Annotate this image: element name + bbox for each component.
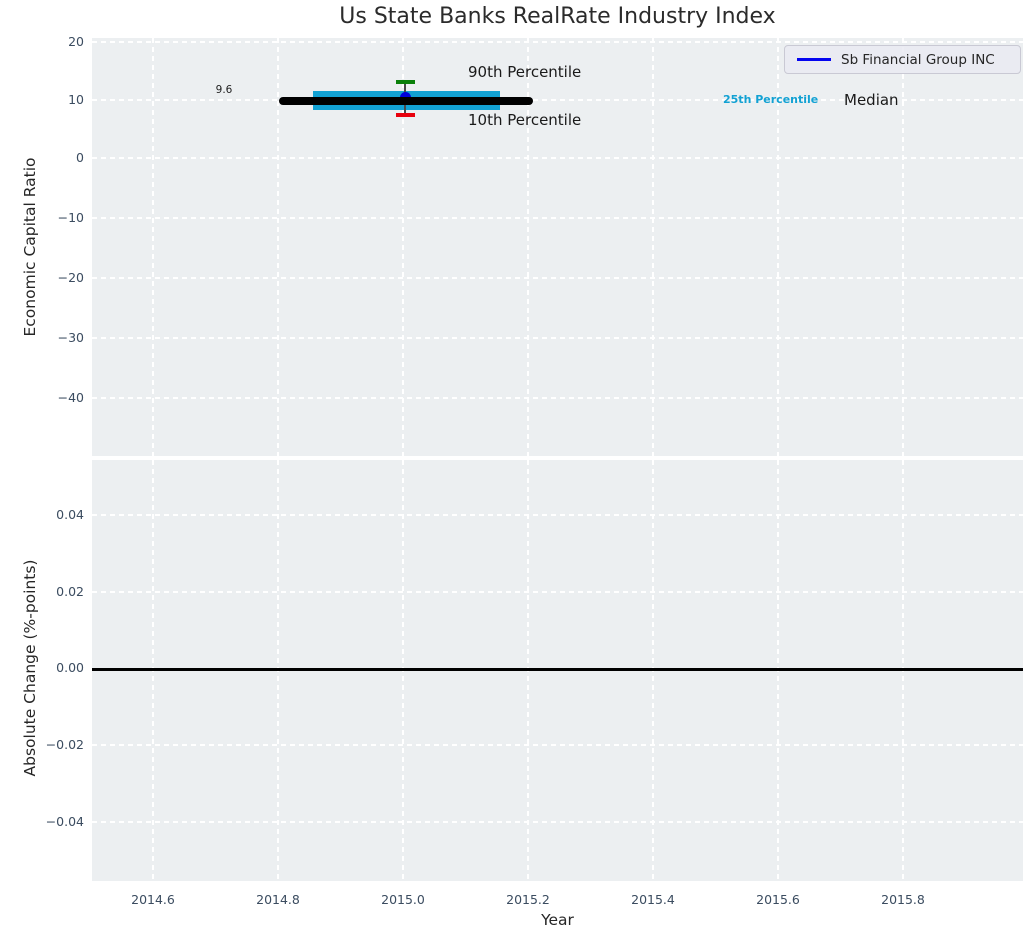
- gridline-v: [652, 38, 654, 456]
- y-tick-label: 10: [68, 92, 84, 107]
- y-tick-label: −0.02: [45, 737, 84, 752]
- gridline-v: [902, 460, 904, 881]
- x-tick-label: 2014.8: [256, 892, 300, 907]
- gridline-h: [92, 744, 1023, 746]
- gridline-v: [402, 460, 404, 881]
- gridline-h: [92, 821, 1023, 823]
- x-tick-label: 2015.2: [506, 892, 550, 907]
- gridline-v: [527, 38, 529, 456]
- legend-label: Sb Financial Group INC: [841, 51, 995, 68]
- y-tick-label: −30: [57, 330, 84, 345]
- zero-line: [92, 668, 1023, 671]
- gridline-v: [777, 38, 779, 456]
- y-axis-label-top: Economic Capital Ratio: [21, 157, 39, 337]
- gridline-h: [92, 514, 1023, 516]
- gridline-h: [92, 337, 1023, 339]
- x-axis-label: Year: [541, 911, 574, 929]
- y-axis-label-bottom: Absolute Change (%-points): [21, 559, 39, 777]
- p10-cap: [396, 113, 415, 117]
- y-tick-label: −10: [57, 210, 84, 225]
- gridline-v: [777, 460, 779, 881]
- y-tick-label: 0.04: [56, 507, 84, 522]
- median-annotation: Median: [844, 91, 899, 109]
- y-tick-label: −20: [57, 270, 84, 285]
- x-tick-label: 2015.8: [881, 892, 925, 907]
- x-tick-label: 2015.0: [381, 892, 425, 907]
- gridline-v: [652, 460, 654, 881]
- gridline-v: [402, 38, 404, 456]
- gridline-h: [92, 99, 1023, 101]
- y-tick-label: −40: [57, 390, 84, 405]
- gridline-h: [92, 157, 1023, 159]
- p90-annotation: 90th Percentile: [468, 63, 582, 81]
- gridline-v: [277, 460, 279, 881]
- y-tick-label: 0.02: [56, 584, 84, 599]
- gridline-v: [902, 38, 904, 456]
- y-tick-label: 0.00: [56, 660, 84, 675]
- bottom-plot-area: [92, 460, 1023, 881]
- gridline-h: [92, 591, 1023, 593]
- legend: Sb Financial Group INC: [784, 45, 1021, 74]
- gridline-h: [92, 397, 1023, 399]
- top-plot-area: 9.6 90th Percentile 10th Percentile 25th…: [92, 38, 1023, 456]
- gridline-h: [92, 277, 1023, 279]
- y-tick-label: 20: [68, 34, 84, 49]
- x-tick-label: 2015.4: [631, 892, 675, 907]
- p25-annotation: 25th Percentile: [723, 93, 819, 106]
- p10-annotation: 10th Percentile: [468, 111, 582, 129]
- gridline-v: [152, 460, 154, 881]
- gridline-v: [527, 460, 529, 881]
- median-value-label: 9.6: [215, 84, 233, 96]
- x-tick-label: 2014.6: [131, 892, 175, 907]
- chart-title: Us State Banks RealRate Industry Index: [339, 4, 776, 29]
- gridline-v: [277, 38, 279, 456]
- median-line: [279, 97, 533, 105]
- p90-cap: [396, 80, 415, 84]
- x-tick-label: 2015.6: [756, 892, 800, 907]
- gridline-h: [92, 217, 1023, 219]
- legend-line-swatch: [797, 58, 831, 61]
- gridline-v: [152, 38, 154, 456]
- y-tick-label: −0.04: [45, 814, 84, 829]
- gridline-h: [92, 41, 1023, 43]
- y-tick-label: 0: [76, 150, 84, 165]
